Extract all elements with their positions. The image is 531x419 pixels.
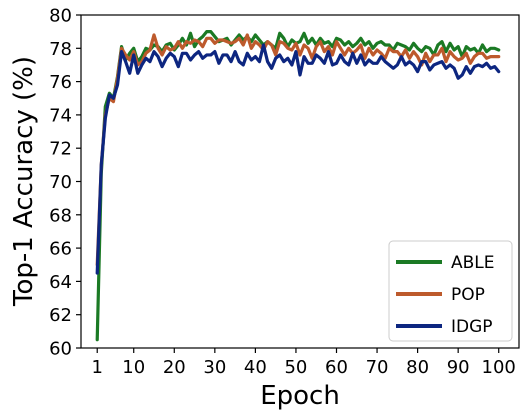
y-tick-label: 70: [49, 172, 72, 193]
y-axis-title: Top-1 Accuracy (%): [9, 56, 39, 307]
x-axis-title: Epoch: [260, 381, 340, 411]
x-tick-label: 40: [244, 357, 267, 378]
y-tick-label: 60: [49, 339, 72, 360]
legend-box: [388, 240, 513, 342]
x-tick-label: 10: [122, 357, 145, 378]
x-tick-label: 30: [203, 357, 226, 378]
legend-label-pop: POP: [451, 285, 485, 305]
legend-label-able: ABLE: [451, 253, 495, 273]
y-tick-label: 78: [49, 39, 72, 60]
y-axis: 60 62 64 66 68 70 72 74 76 78 80: [49, 6, 81, 360]
y-tick-label: 80: [49, 6, 72, 27]
y-tick-label: 62: [49, 305, 72, 326]
y-tick-label: 64: [49, 272, 72, 293]
x-tick-label: 1: [91, 357, 102, 378]
legend-label-idgp: IDGP: [451, 317, 493, 337]
x-tick-label: 100: [482, 357, 516, 378]
legend: ABLE POP IDGP: [388, 240, 513, 342]
x-tick-label: 60: [325, 357, 348, 378]
x-tick-label: 80: [406, 357, 429, 378]
x-tick-label: 90: [447, 357, 470, 378]
y-tick-label: 66: [49, 239, 72, 260]
x-tick-label: 20: [163, 357, 186, 378]
y-tick-label: 68: [49, 205, 72, 226]
y-tick-label: 72: [49, 139, 72, 160]
y-tick-label: 76: [49, 72, 72, 93]
series-line-pop: [95, 33, 501, 267]
y-tick-label: 74: [49, 105, 72, 126]
x-axis: 1 10 20 30 40 50 60 70 80 90 100: [91, 348, 516, 378]
series-line-idgp: [95, 43, 501, 275]
series-layer: [95, 30, 501, 342]
x-tick-label: 70: [366, 357, 389, 378]
x-tick-label: 50: [284, 357, 307, 378]
